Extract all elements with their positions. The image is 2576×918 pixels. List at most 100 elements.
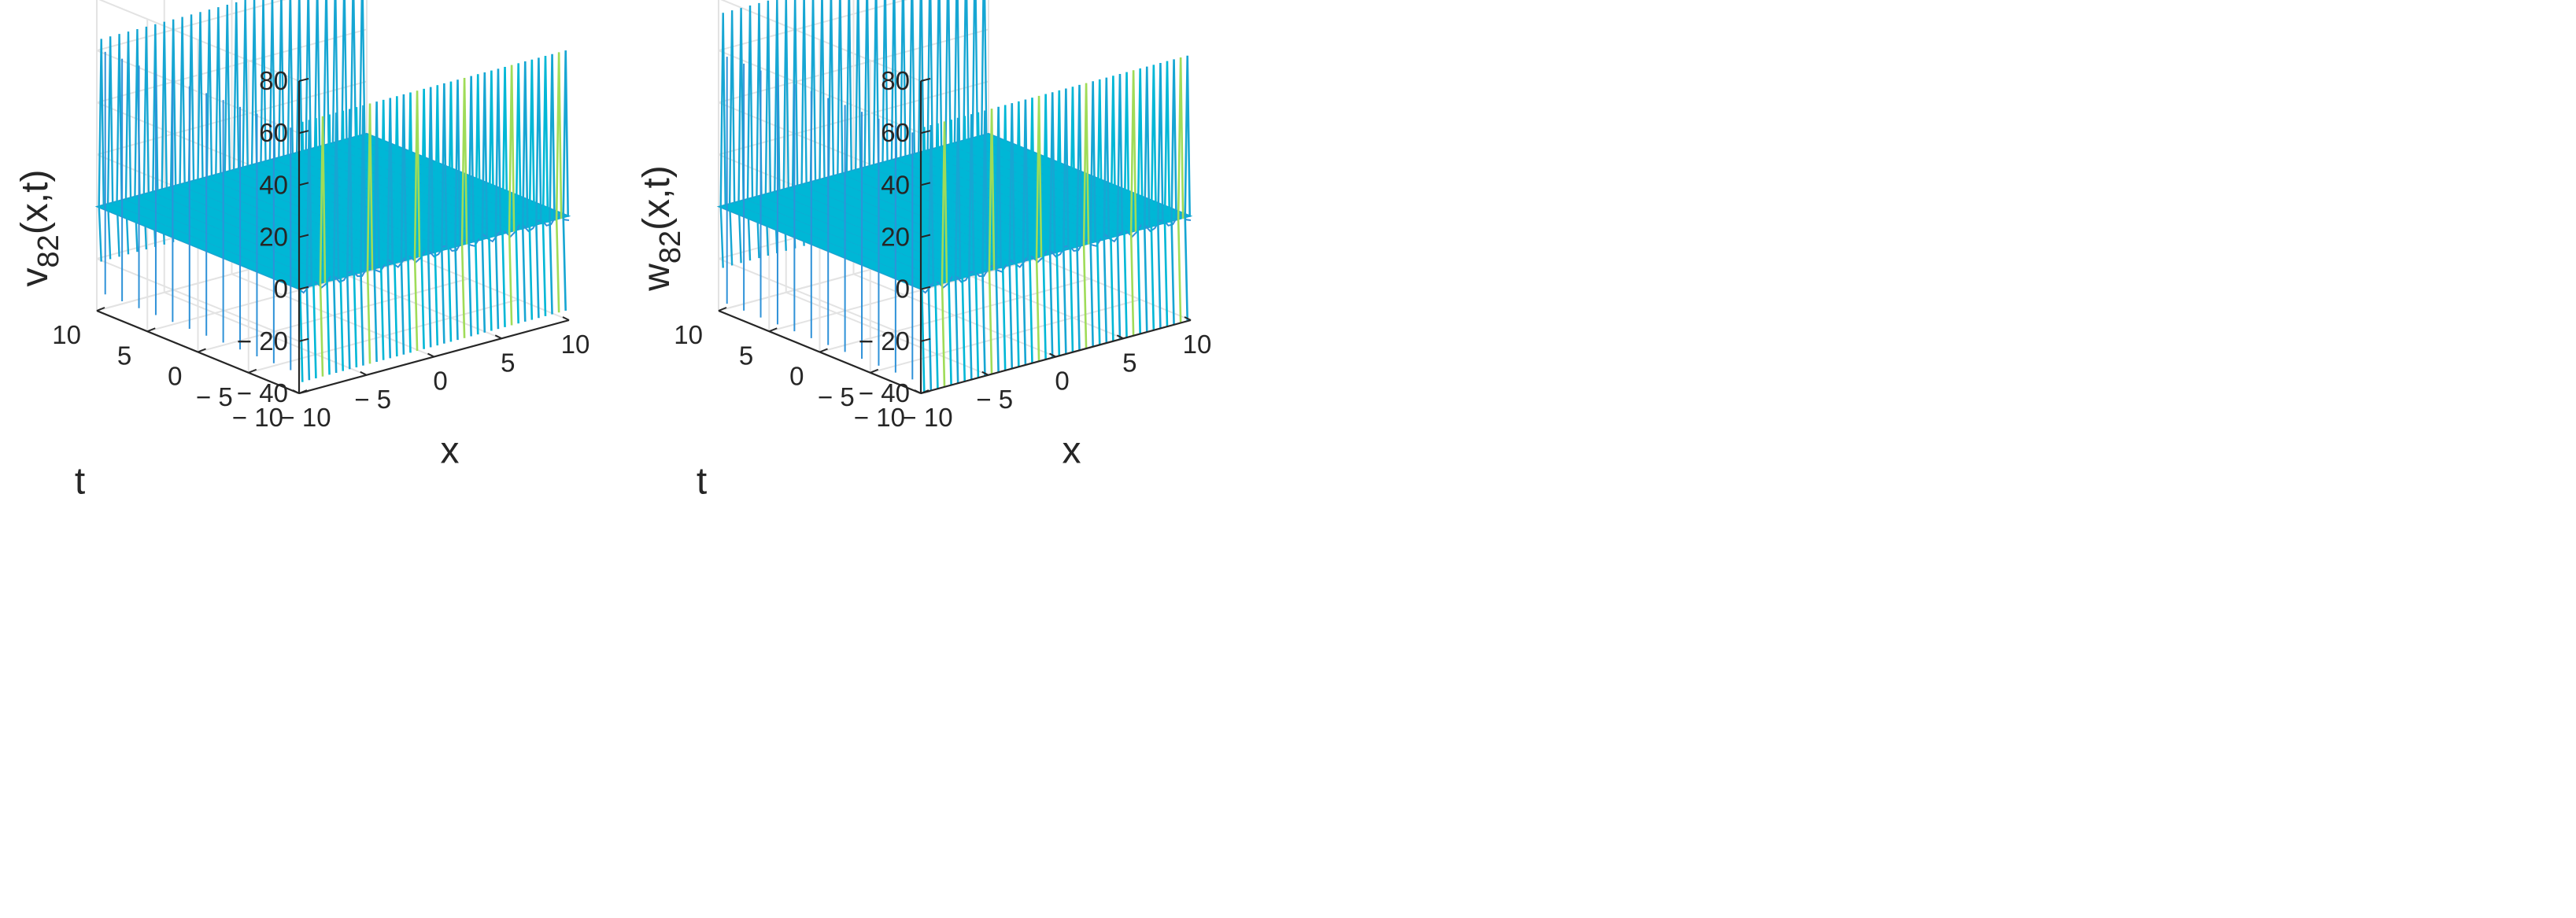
surface-spike-front	[312, 118, 320, 378]
surface-spike-front	[1129, 70, 1137, 336]
z-tick-label: 0	[274, 275, 288, 304]
y-tick-label: 5	[739, 341, 753, 370]
surface-spike-back	[124, 31, 132, 255]
x-tick-label: − 5	[976, 385, 1013, 414]
y-tick-mark	[718, 307, 727, 312]
surface-spike-front	[961, 116, 969, 382]
surface-spike-front	[420, 88, 427, 349]
y-tick-label: 0	[789, 362, 804, 391]
surface-spike-front	[1116, 73, 1124, 340]
x-tick-mark	[494, 334, 502, 340]
y-tick-mark	[198, 348, 206, 353]
surface-mesh-line	[164, 187, 367, 271]
surface-spike-front	[326, 114, 333, 375]
y-tick-label: 10	[52, 320, 81, 349]
surface-spike-front	[1136, 68, 1144, 334]
z-tick-label: − 20	[237, 326, 288, 356]
surface-mesh-line	[772, 191, 975, 275]
surface-mesh-line	[124, 198, 327, 282]
surface-spike-front	[941, 121, 948, 387]
z-axis-label-base: w	[636, 264, 678, 292]
x-tick-label: 0	[433, 367, 447, 396]
x-tick-mark	[1049, 352, 1056, 358]
surface-spike-front	[1035, 95, 1043, 362]
y-tick-mark	[146, 327, 156, 333]
z-tick-mark	[920, 337, 931, 342]
surface-spike-front	[1082, 83, 1090, 349]
surface-mesh-line	[934, 147, 1137, 231]
z-tick-label: 60	[259, 118, 288, 147]
x-tick-mark	[562, 316, 570, 321]
surface-spike-front	[353, 107, 360, 368]
surface-mesh-line	[921, 151, 1124, 235]
z-axis-label-args: (x,t)	[636, 165, 678, 230]
surface-mesh-line	[961, 140, 1164, 224]
y-tick-mark	[248, 368, 257, 374]
surface-mesh-line	[353, 136, 556, 220]
z-tick-mark	[298, 337, 309, 342]
surface-spike-front	[549, 53, 556, 315]
surface-spike-front	[400, 94, 408, 355]
surface-spike-front	[508, 65, 516, 326]
surface-mesh-line	[205, 177, 408, 260]
surface-spike-front	[1008, 103, 1016, 369]
surface-mesh-line	[339, 140, 542, 224]
surface-spike-front	[488, 70, 495, 331]
x-tick-mark	[914, 389, 922, 394]
surface-mesh-line	[745, 198, 948, 282]
z-tick-mark	[920, 130, 931, 135]
z-tick-mark	[298, 182, 309, 186]
surface-spike-back	[106, 36, 114, 260]
y-tick-label: − 10	[232, 403, 283, 432]
z-tick-mark	[298, 286, 309, 290]
surface-mesh-line	[177, 184, 381, 268]
surface-mesh-line	[285, 155, 489, 239]
z-tick-label: 80	[259, 66, 288, 95]
surface-spike-front	[1170, 59, 1177, 325]
x-tick-label: 5	[501, 348, 515, 377]
z-tick-label: − 40	[859, 378, 910, 407]
surface-mesh-line	[231, 169, 434, 253]
surface-spike-front	[1177, 57, 1185, 323]
surface-spike-front	[1055, 90, 1063, 356]
surface-spike-front	[394, 96, 401, 357]
y-tick-label: − 5	[818, 382, 855, 411]
z-axis-label-base: v	[14, 267, 56, 286]
surface-spike-front	[494, 68, 502, 330]
surface-spike-front	[407, 92, 414, 353]
surface-mesh-line	[245, 166, 448, 249]
surface-spike-front	[319, 116, 327, 377]
surface-spike-front	[555, 52, 563, 313]
surface-spike-front	[1143, 66, 1151, 333]
y-tick-mark	[920, 389, 930, 394]
surface-spike-back	[116, 34, 123, 257]
surface-spike-front	[1076, 84, 1083, 351]
surface-spike-front	[562, 50, 570, 311]
surface-mesh-line	[867, 166, 1070, 249]
surface-spike-front	[360, 105, 367, 366]
surface-spike-front	[460, 77, 468, 338]
surface-spike-front	[1150, 65, 1158, 330]
surface-spike-front	[988, 109, 996, 374]
surface-mesh-line	[893, 158, 1097, 242]
surface-spike-front	[1184, 55, 1192, 322]
surface-spike-back	[737, 8, 745, 264]
surface-spike-front	[1048, 92, 1056, 358]
z-axis-label: v82(x,t)	[14, 170, 65, 287]
surface-spike-front	[481, 72, 489, 333]
surface-mesh-line	[258, 162, 461, 246]
surface-spike-front	[434, 85, 442, 346]
z-tick-mark	[298, 78, 309, 82]
surface-mesh-line	[826, 177, 1029, 260]
surface-spike-front	[1163, 61, 1171, 327]
surface-spike-front	[954, 117, 962, 384]
surface-spike-front	[305, 120, 313, 381]
surface-mesh-line	[880, 162, 1083, 246]
surface-spike-front	[1063, 88, 1070, 355]
z-tick-label: 80	[881, 66, 910, 95]
z-tick-label: − 40	[237, 378, 288, 407]
surface-spike-front	[1103, 77, 1111, 344]
surface-mesh-line	[759, 195, 962, 279]
surface-mesh-line	[218, 173, 421, 257]
